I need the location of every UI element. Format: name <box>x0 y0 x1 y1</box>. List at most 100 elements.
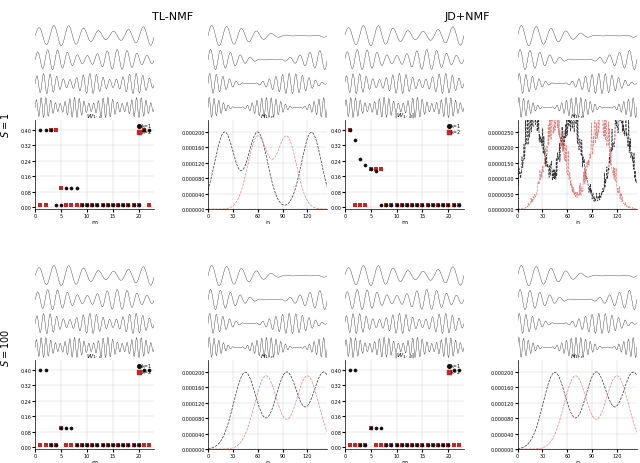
Point <box>129 442 139 449</box>
Title: $W_{1\cdot d}$: $W_{1\cdot d}$ <box>86 112 103 121</box>
Point <box>397 202 407 210</box>
Point <box>407 442 417 449</box>
X-axis label: m: m <box>92 219 98 225</box>
Point <box>345 127 355 134</box>
Point <box>365 166 376 173</box>
Point <box>412 202 422 210</box>
Point <box>61 424 72 432</box>
Point <box>387 442 397 449</box>
Point <box>407 202 417 210</box>
X-axis label: n: n <box>575 219 579 225</box>
Point <box>454 202 464 210</box>
Point <box>355 442 365 449</box>
Point <box>97 202 108 210</box>
Point <box>124 442 134 449</box>
Point <box>51 442 61 449</box>
Point <box>92 202 102 210</box>
Point <box>454 367 464 374</box>
Point <box>433 202 443 210</box>
Title: $H_{1\cdot n}$: $H_{1\cdot n}$ <box>260 352 275 361</box>
Legend: k=1, k=2: k=1, k=2 <box>138 124 152 135</box>
Point <box>371 442 381 449</box>
Point <box>134 442 144 449</box>
Point <box>345 367 355 374</box>
Point <box>365 166 376 173</box>
Point <box>402 202 412 210</box>
Point <box>444 202 454 210</box>
Point <box>376 166 386 173</box>
Point <box>381 202 391 210</box>
Point <box>387 202 397 210</box>
Text: $S=100$: $S=100$ <box>0 328 11 366</box>
Point <box>108 442 118 449</box>
Point <box>118 202 129 210</box>
Point <box>350 367 360 374</box>
Point <box>381 442 391 449</box>
Point <box>129 442 139 449</box>
Point <box>124 202 134 210</box>
X-axis label: m: m <box>92 459 98 463</box>
Point <box>371 166 381 173</box>
Point <box>387 442 397 449</box>
Point <box>350 137 360 144</box>
Point <box>108 442 118 449</box>
Point <box>134 202 144 210</box>
Point <box>449 202 459 210</box>
Point <box>444 442 454 449</box>
Point <box>444 202 454 210</box>
Point <box>438 442 449 449</box>
Point <box>397 442 407 449</box>
X-axis label: n: n <box>266 219 269 225</box>
Point <box>454 442 464 449</box>
Point <box>376 202 386 210</box>
Point <box>371 168 381 175</box>
Title: $W_{1\cdot d}$: $W_{1\cdot d}$ <box>86 352 103 361</box>
Point <box>397 202 407 210</box>
Point <box>365 424 376 432</box>
Legend: k=1, k=2: k=1, k=2 <box>138 363 152 375</box>
Point <box>365 424 376 432</box>
Point <box>350 202 360 210</box>
Point <box>422 202 433 210</box>
Point <box>345 442 355 449</box>
Point <box>118 202 129 210</box>
Point <box>82 202 92 210</box>
Point <box>345 127 355 134</box>
Point <box>72 442 82 449</box>
Point <box>438 442 449 449</box>
Point <box>102 202 113 210</box>
Point <box>129 202 139 210</box>
Point <box>449 367 459 374</box>
Point <box>381 202 391 210</box>
Point <box>350 442 360 449</box>
Point <box>433 202 443 210</box>
Point <box>428 202 438 210</box>
Point <box>139 442 149 449</box>
Point <box>422 202 433 210</box>
Point <box>381 442 391 449</box>
Point <box>56 424 66 432</box>
Point <box>402 442 412 449</box>
Point <box>82 442 92 449</box>
Point <box>355 156 365 163</box>
Point <box>97 442 108 449</box>
Point <box>392 442 402 449</box>
Point <box>412 442 422 449</box>
Point <box>113 442 124 449</box>
Point <box>45 127 56 134</box>
Point <box>108 202 118 210</box>
Point <box>102 442 113 449</box>
Point <box>355 202 365 210</box>
Point <box>113 202 124 210</box>
Point <box>449 442 459 449</box>
Point <box>355 442 365 449</box>
Point <box>360 442 371 449</box>
Point <box>371 424 381 432</box>
Point <box>392 202 402 210</box>
Title: $H_{1\cdot n}$: $H_{1\cdot n}$ <box>570 352 585 361</box>
Point <box>360 202 371 210</box>
Point <box>87 442 97 449</box>
Point <box>402 442 412 449</box>
Point <box>428 442 438 449</box>
Point <box>35 202 45 210</box>
